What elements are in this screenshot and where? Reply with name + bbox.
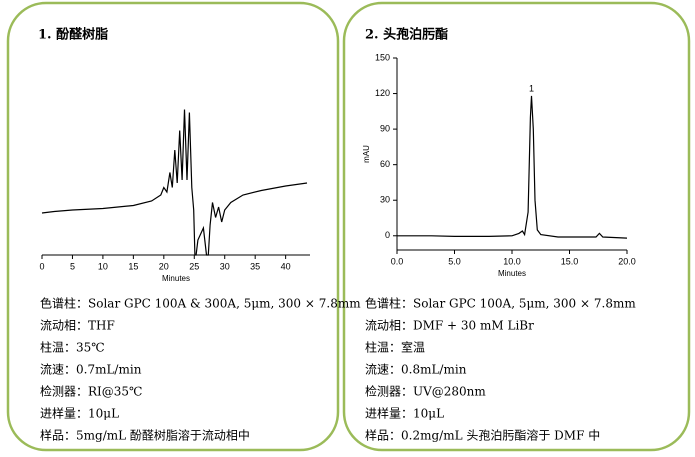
spec-line: 流动相：THF: [40, 319, 115, 333]
x-tick-label: 20.0: [618, 256, 636, 266]
peak-label: 1: [529, 83, 534, 93]
x-tick-label: 0: [39, 261, 44, 271]
panel-frame: [342, 1, 691, 452]
x-tick-label: 15: [128, 261, 138, 271]
spec-line: 色谱柱：Solar GPC 100A, 5μm, 300 × 7.8mm: [365, 296, 636, 311]
x-tick-label: 5.0: [448, 256, 461, 266]
spec-line: 柱温：35℃: [40, 340, 105, 355]
spec-line: 流速：0.7mL/min: [40, 363, 142, 377]
x-tick-label: 15.0: [561, 256, 579, 266]
x-axis-label: Minutes: [162, 274, 190, 283]
x-tick-label: 10: [98, 261, 108, 271]
spec-line: 柱温：室温: [365, 340, 425, 355]
y-tick-label: 150: [375, 52, 390, 62]
spec-line: 检测器：UV@280nm: [365, 384, 486, 399]
x-tick-label: 10.0: [503, 256, 521, 266]
x-tick-label: 0.0: [391, 256, 404, 266]
x-tick-label: 30: [220, 261, 230, 271]
spec-line: 流动相：DMF + 30 mM LiBr: [365, 319, 534, 333]
y-tick-label: 30: [380, 195, 390, 205]
spec-line: 进样量：10μL: [40, 406, 119, 421]
panel-title: 2. 头孢泊肟酯: [365, 27, 448, 43]
y-tick-label: 90: [380, 123, 390, 133]
y-tick-label: 0: [385, 230, 390, 240]
panel-frame: [6, 1, 340, 452]
spec-line: 色谱柱：Solar GPC 100A & 300A, 5μm, 300 × 7.…: [40, 296, 361, 311]
spec-line: 流速：0.8mL/min: [365, 363, 467, 377]
y-tick-label: 60: [380, 159, 390, 169]
x-tick-label: 5: [70, 261, 75, 271]
x-tick-label: 20: [159, 261, 169, 271]
spec-line: 进样量：10μL: [365, 406, 444, 421]
y-axis-label: mAU: [362, 145, 371, 163]
x-axis-label: Minutes: [498, 269, 526, 278]
spec-line: 检测器：RI@35℃: [40, 384, 142, 399]
spec-line: 样品：0.2mg/mL 头孢泊肟酯溶于 DMF 中: [365, 428, 600, 443]
y-tick-label: 120: [375, 88, 390, 98]
spec-line: 样品：5mg/mL 酚醛树脂溶于流动相中: [40, 428, 250, 443]
x-tick-label: 35: [250, 261, 260, 271]
trace: [41, 109, 308, 256]
x-tick-label: 25: [189, 261, 199, 271]
x-tick-label: 40: [281, 261, 291, 271]
panel-title: 1. 酚醛树脂: [38, 27, 108, 43]
trace: [397, 95, 628, 239]
